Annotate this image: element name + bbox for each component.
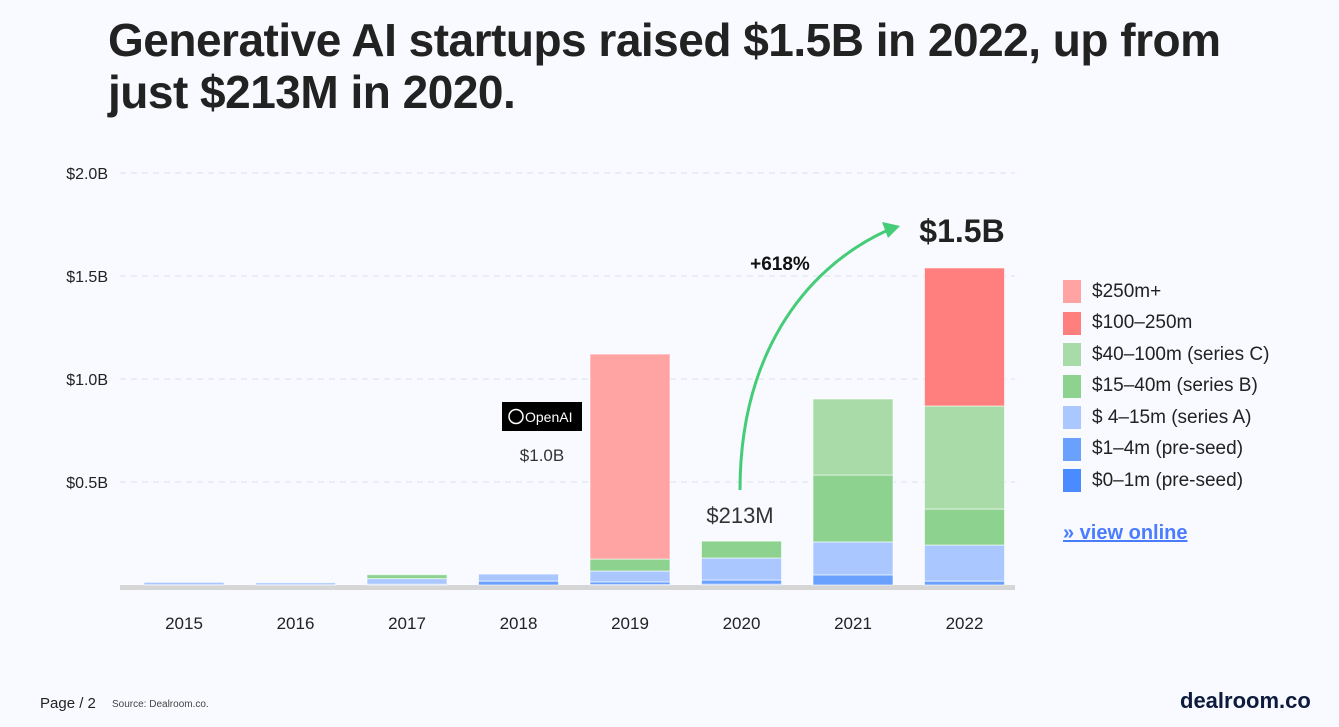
arrowhead-icon xyxy=(882,222,900,238)
bar-segment xyxy=(589,558,671,572)
legend-label: $1–4m (pre-seed) xyxy=(1092,438,1244,460)
source-note: Source: Dealroom.co. xyxy=(112,699,209,710)
legend-item: $15–40m (series B) xyxy=(1063,371,1269,403)
dealroom-logo: dealroom.co xyxy=(1180,688,1311,713)
value-label-2022: $1.5B xyxy=(919,213,1004,249)
bar-segment xyxy=(701,557,782,581)
legend-label: $250m+ xyxy=(1092,280,1162,302)
legend-label: $ 4–15m (series A) xyxy=(1092,406,1252,428)
bar-segment xyxy=(478,580,559,586)
bar-segment xyxy=(701,579,782,585)
legend-item: $100–250m xyxy=(1063,308,1269,340)
openai-badge xyxy=(502,402,582,431)
bar-segment xyxy=(924,580,1005,586)
page-indicator: Page / 2 xyxy=(40,695,96,712)
bar-segment xyxy=(812,474,894,543)
legend-label: $15–40m (series B) xyxy=(1092,375,1258,397)
legend-item: $0–1m (pre-seed) xyxy=(1063,465,1269,497)
growth-label: +618% xyxy=(750,254,810,275)
bar-segment xyxy=(924,508,1005,546)
bar-segment xyxy=(924,267,1005,407)
bar-segment xyxy=(366,574,448,580)
bar-segment xyxy=(924,544,1005,582)
bar-segment xyxy=(812,574,894,586)
view-online-link[interactable]: » view online xyxy=(1063,522,1188,544)
legend-item: $1–4m (pre-seed) xyxy=(1063,434,1269,466)
legend: $250m+ $100–250m $40–100m (series C) $15–40… xyxy=(1063,276,1269,497)
legend-swatch xyxy=(1063,469,1081,493)
legend-item: $250m+ xyxy=(1063,276,1269,308)
legend-item: $40–100m (series C) xyxy=(1063,339,1269,371)
bar-segment xyxy=(589,353,671,560)
growth-arrow xyxy=(738,228,889,491)
legend-item: $ 4–15m (series A) xyxy=(1063,402,1269,434)
page-number: / 2 xyxy=(79,695,96,712)
x-tick-label: 2020 xyxy=(723,614,761,633)
bar-segment xyxy=(924,405,1005,510)
x-tick-label: 2019 xyxy=(611,614,649,633)
legend-swatch xyxy=(1063,343,1081,367)
legend-swatch xyxy=(1063,406,1081,430)
bar-segment xyxy=(478,573,559,582)
legend-swatch xyxy=(1063,437,1081,461)
legend-swatch xyxy=(1063,311,1081,335)
bar-segment xyxy=(143,581,225,586)
page-label: Page xyxy=(40,695,76,712)
y-tick-label: $0.5B xyxy=(66,475,108,492)
bar-segment xyxy=(589,570,671,583)
x-tick-label: 2018 xyxy=(500,614,538,633)
legend-label: $100–250m xyxy=(1092,312,1193,334)
openai-label: OpenAI xyxy=(525,409,572,425)
legend-swatch xyxy=(1063,280,1081,304)
bar-segment xyxy=(812,541,894,576)
x-tick-label: 2021 xyxy=(834,614,872,633)
y-tick-label: $1.5B xyxy=(66,269,108,286)
legend-label: $40–100m (series C) xyxy=(1092,343,1270,365)
bar-segment xyxy=(255,582,336,586)
value-label-2020: $213M xyxy=(706,503,773,528)
y-tick-label: $2.0B xyxy=(66,166,108,183)
openai-logo-icon xyxy=(508,408,524,425)
x-tick-label: 2022 xyxy=(946,614,984,633)
page-title: Generative AI startups raised $1.5B in 2… xyxy=(108,14,1221,118)
x-tick-label: 2017 xyxy=(388,614,426,633)
y-tick-label: $1.0B xyxy=(66,372,108,389)
bar-segment xyxy=(701,540,782,559)
x-tick-label: 2016 xyxy=(277,614,315,633)
bar-segment xyxy=(366,578,448,585)
legend-swatch xyxy=(1063,374,1081,398)
openai-value-label: $1.0B xyxy=(520,446,564,465)
bar-segment xyxy=(812,398,894,476)
x-tick-label: 2015 xyxy=(165,614,203,633)
legend-label: $0–1m (pre-seed) xyxy=(1092,469,1244,491)
x-axis-baseline xyxy=(120,585,1015,590)
